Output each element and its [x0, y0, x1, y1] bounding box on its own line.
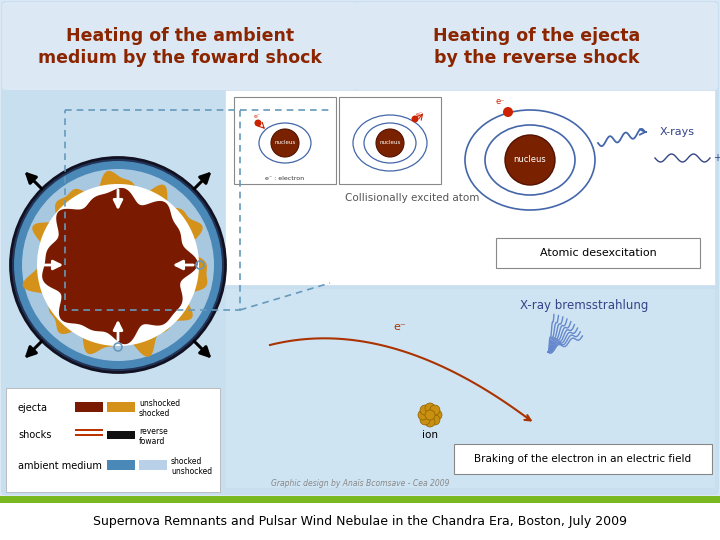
Text: shocked: shocked [139, 408, 171, 417]
Text: Graphic design by Anaïs Bcomsave - Cea 2009: Graphic design by Anaïs Bcomsave - Cea 2… [271, 480, 449, 489]
Text: Supernova Remnants and Pulsar Wind Nebulae in the Chandra Era, Boston, July 2009: Supernova Remnants and Pulsar Wind Nebul… [93, 515, 627, 528]
Text: nucleus: nucleus [513, 156, 546, 165]
Text: nucleus: nucleus [274, 140, 296, 145]
Bar [75, 429, 103, 431]
Bar [139, 460, 167, 470]
Text: unshocked: unshocked [171, 467, 212, 476]
Circle shape [425, 417, 435, 427]
Circle shape [425, 403, 435, 413]
Text: Heating of the ejecta
by the reverse shock: Heating of the ejecta by the reverse sho… [433, 26, 641, 68]
Circle shape [420, 405, 430, 415]
Circle shape [505, 135, 555, 185]
Bar [107, 431, 135, 439]
FancyBboxPatch shape [234, 97, 336, 184]
Bar [75, 434, 103, 436]
Ellipse shape [11, 158, 225, 373]
Text: ion: ion [422, 430, 438, 440]
Text: Collisionally excited atom: Collisionally excited atom [345, 193, 480, 203]
FancyBboxPatch shape [6, 388, 220, 492]
Circle shape [425, 410, 435, 420]
Text: e⁻ : electron: e⁻ : electron [266, 176, 305, 180]
Bar [107, 402, 135, 412]
Text: e⁻: e⁻ [253, 113, 261, 118]
Text: Braking of the electron in an electric field: Braking of the electron in an electric f… [474, 454, 692, 464]
Text: e⁻: e⁻ [415, 111, 423, 117]
Circle shape [418, 410, 428, 420]
Text: Heating of the ambient
medium by the foward shock: Heating of the ambient medium by the fow… [38, 26, 322, 68]
Text: unshocked: unshocked [139, 400, 180, 408]
Text: +: + [713, 153, 720, 163]
Bar [75, 402, 103, 412]
Circle shape [432, 410, 442, 420]
Bar [75, 431, 103, 433]
Bar [0, 496, 720, 503]
FancyBboxPatch shape [2, 2, 358, 90]
Bar [4, 88, 716, 488]
Text: reverse: reverse [139, 428, 168, 436]
Bar [0, 503, 720, 540]
Circle shape [420, 415, 430, 425]
Bar [225, 288, 715, 488]
Bar [107, 460, 135, 470]
Circle shape [254, 119, 261, 126]
Text: foward: foward [139, 436, 166, 446]
Circle shape [412, 116, 418, 123]
FancyBboxPatch shape [496, 238, 700, 268]
Text: Atomic desexcitation: Atomic desexcitation [539, 248, 657, 258]
FancyBboxPatch shape [454, 444, 712, 474]
Text: nucleus: nucleus [379, 140, 400, 145]
FancyBboxPatch shape [1, 1, 719, 495]
Text: X-ray bremsstrahlung: X-ray bremsstrahlung [520, 299, 649, 312]
Text: e⁻: e⁻ [495, 98, 505, 106]
Polygon shape [37, 184, 199, 346]
Circle shape [271, 129, 299, 157]
Ellipse shape [14, 161, 222, 369]
FancyBboxPatch shape [339, 97, 441, 184]
Text: shocks: shocks [18, 430, 51, 440]
Circle shape [430, 405, 440, 415]
Text: shocked: shocked [171, 457, 202, 467]
Circle shape [430, 415, 440, 425]
Bar [225, 90, 715, 285]
Text: ambient medium: ambient medium [18, 461, 102, 471]
Text: e⁻: e⁻ [394, 322, 406, 332]
Text: X-rays: X-rays [660, 127, 695, 137]
Ellipse shape [22, 169, 214, 361]
Text: ejecta: ejecta [18, 403, 48, 413]
Bar [75, 436, 103, 438]
Polygon shape [42, 188, 198, 344]
Polygon shape [22, 171, 207, 357]
Circle shape [376, 129, 404, 157]
FancyBboxPatch shape [356, 2, 718, 90]
Circle shape [503, 107, 513, 117]
